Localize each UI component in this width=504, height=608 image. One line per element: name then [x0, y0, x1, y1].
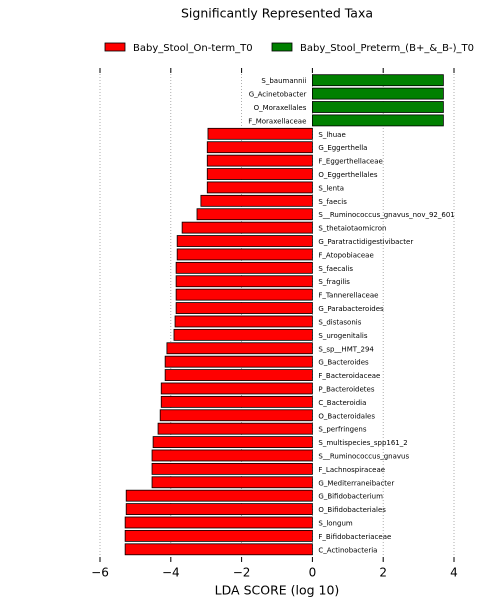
bar — [175, 275, 313, 288]
bar — [152, 436, 313, 448]
category-label: S__Ruminococcus_gnavus — [318, 452, 409, 460]
bar — [151, 449, 313, 462]
bar — [157, 422, 313, 435]
category-label: G_Bacteroides — [318, 359, 369, 367]
category-label: O_Eggerthellales — [318, 171, 377, 179]
bar — [206, 181, 313, 194]
legend-swatch — [104, 42, 126, 52]
category-label: S_lenta — [318, 184, 344, 192]
bar — [311, 87, 444, 100]
bar — [175, 288, 313, 301]
category-label: C_Actinobacteria — [318, 546, 377, 554]
category-label: S_longum — [318, 519, 352, 527]
x-tick-label: 4 — [450, 566, 458, 580]
category-label: O_Moraxellales — [254, 104, 307, 112]
bar — [151, 476, 313, 489]
category-label: F_Eggerthellaceae — [318, 158, 382, 166]
x-axis-label: LDA SCORE (log 10) — [215, 583, 340, 598]
bar — [207, 127, 313, 140]
bar — [175, 261, 313, 274]
category-label: S_baumannii — [261, 77, 306, 85]
category-label: G_Acinetobacter — [249, 91, 307, 99]
category-label: S_perfringens — [318, 426, 366, 434]
x-tick-label: 2 — [379, 566, 387, 580]
x-tick-label: −6 — [91, 566, 109, 580]
bar — [125, 489, 313, 502]
category-label: S__Ruminococcus_gnavus_nov_92_601 — [318, 211, 454, 219]
category-label: S_faecalis — [318, 265, 353, 273]
bar — [160, 382, 313, 395]
category-label: O_Bacteroidales — [318, 412, 375, 420]
legend-label: Baby_Stool_On-term_T0 — [133, 43, 253, 54]
bar — [174, 315, 313, 328]
category-label: S_distasonis — [318, 318, 361, 326]
category-label: S_lhuae — [318, 131, 345, 139]
legend-swatch — [271, 42, 293, 52]
bar — [160, 395, 313, 408]
x-tick-label: 0 — [309, 566, 317, 580]
category-label: S_multispecies_spp161_2 — [318, 439, 407, 447]
bar — [311, 101, 444, 113]
bar — [206, 141, 313, 154]
bar — [176, 248, 313, 261]
bar — [164, 369, 313, 381]
category-label: P_Bacteroidetes — [318, 385, 374, 393]
bar — [173, 328, 313, 341]
bar — [175, 302, 313, 314]
bar — [124, 516, 313, 529]
category-label: G_Paratractidigestivibacter — [318, 238, 413, 246]
x-tick-label: −2 — [233, 566, 251, 580]
category-label: F_Moraxellaceae — [248, 117, 306, 125]
bar — [125, 503, 313, 515]
category-label: S_fragilis — [318, 278, 350, 286]
category-label: F_Bacteroidaceae — [318, 372, 380, 380]
bar — [200, 194, 313, 207]
bar — [311, 74, 444, 87]
category-label: S_thetaiotaomicron — [318, 225, 386, 233]
category-label: O_Bifidobacteriales — [318, 506, 386, 514]
bar — [311, 114, 444, 127]
category-label: F_Tannerellaceae — [318, 292, 378, 300]
category-label: G_Eggerthella — [318, 144, 367, 152]
bar — [181, 221, 313, 234]
category-label: F_Atopobiaceae — [318, 251, 373, 259]
x-tick-label: −4 — [162, 566, 180, 580]
bar — [166, 342, 313, 355]
bar — [206, 168, 313, 180]
category-label: G_Mediterraneibacter — [318, 479, 394, 487]
bar — [151, 462, 313, 475]
category-label: F_Bifidobacteriaceae — [318, 533, 391, 541]
category-label: S_urogenitalis — [318, 332, 367, 340]
category-label: C_Bacteroidia — [318, 399, 366, 407]
category-label: F_Lachnospiraceae — [318, 466, 385, 474]
category-label: S_sp__HMT_294 — [318, 345, 374, 353]
legend-label: Baby_Stool_Preterm_(B+_&_B-)_T0 — [300, 43, 474, 54]
bar — [124, 543, 313, 556]
category-label: G_Parabacteroides — [318, 305, 384, 313]
chart-title: Significantly Represented Taxa — [181, 6, 373, 21]
category-label: G_Bifidobacterium — [318, 493, 383, 501]
category-label: S_faecis — [318, 198, 347, 206]
bar — [159, 409, 313, 422]
bar — [196, 208, 313, 221]
bar — [124, 529, 313, 542]
bar — [206, 154, 313, 167]
bar — [164, 355, 313, 368]
bar — [176, 235, 313, 247]
